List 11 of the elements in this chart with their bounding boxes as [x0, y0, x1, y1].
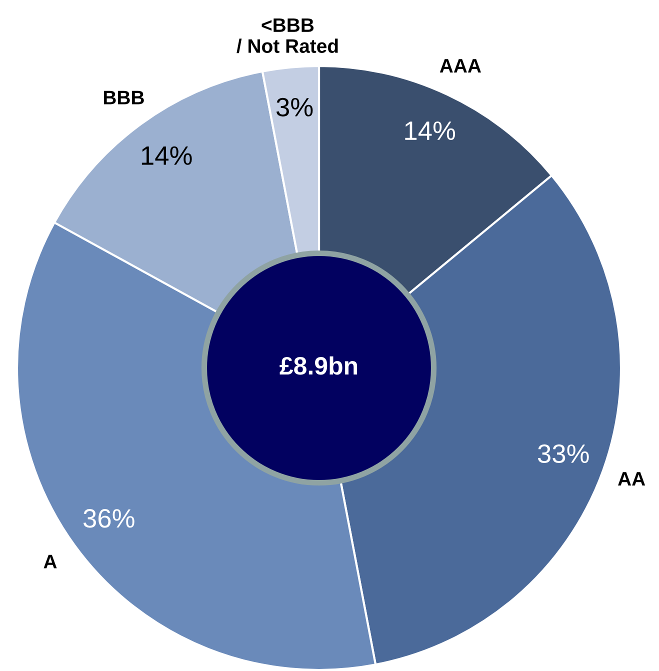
data-label: 33% [538, 444, 589, 464]
text: £8.9bn [280, 356, 358, 375]
data-label: 14% [405, 122, 456, 140]
data-label: 14% [142, 146, 192, 165]
slice-label: A [44, 554, 57, 568]
slice-label: <BBB / Not Rated [236, 18, 338, 54]
data-label: 36% [83, 509, 134, 528]
slice-label: AA [618, 472, 646, 486]
slice-label: AAA [440, 59, 481, 72]
slice-label: BBB [104, 90, 144, 104]
data-label: 3% [276, 98, 313, 117]
